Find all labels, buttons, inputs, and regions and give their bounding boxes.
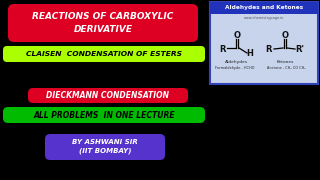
Text: ALL PROBLEMS  IN ONE LECTURE: ALL PROBLEMS IN ONE LECTURE	[33, 111, 175, 120]
Text: Aldehydes and Ketones: Aldehydes and Ketones	[225, 6, 303, 10]
Text: Formaldehyde - HCHO: Formaldehyde - HCHO	[215, 66, 255, 70]
Text: R': R'	[295, 44, 305, 53]
Text: www.chemistrypage.in: www.chemistrypage.in	[244, 16, 284, 20]
Text: BY ASHWANI SIR
(IIT BOMBAY): BY ASHWANI SIR (IIT BOMBAY)	[72, 140, 138, 154]
FancyBboxPatch shape	[8, 4, 198, 42]
FancyBboxPatch shape	[3, 46, 205, 62]
Text: O: O	[282, 31, 289, 40]
Bar	[210, 2, 318, 84]
FancyBboxPatch shape	[28, 88, 188, 103]
Text: Aldehydes: Aldehydes	[225, 60, 249, 64]
Text: R: R	[220, 44, 226, 53]
Text: Ketones: Ketones	[276, 60, 294, 64]
FancyBboxPatch shape	[45, 134, 165, 160]
Text: R: R	[266, 44, 272, 53]
Text: CLAISEN  CONDENSATION OF ESTERS: CLAISEN CONDENSATION OF ESTERS	[26, 51, 182, 57]
Text: O: O	[234, 31, 241, 40]
FancyBboxPatch shape	[3, 107, 205, 123]
Text: REACTIONS OF CARBOXYLIC
DERIVATIVE: REACTIONS OF CARBOXYLIC DERIVATIVE	[32, 12, 174, 34]
Text: H: H	[247, 50, 253, 59]
Bar	[210, 2, 318, 14]
Text: Acetone - CH₃ CO CH₃: Acetone - CH₃ CO CH₃	[267, 66, 305, 70]
Text: DIECKMANN CONDENSATION: DIECKMANN CONDENSATION	[46, 91, 170, 100]
